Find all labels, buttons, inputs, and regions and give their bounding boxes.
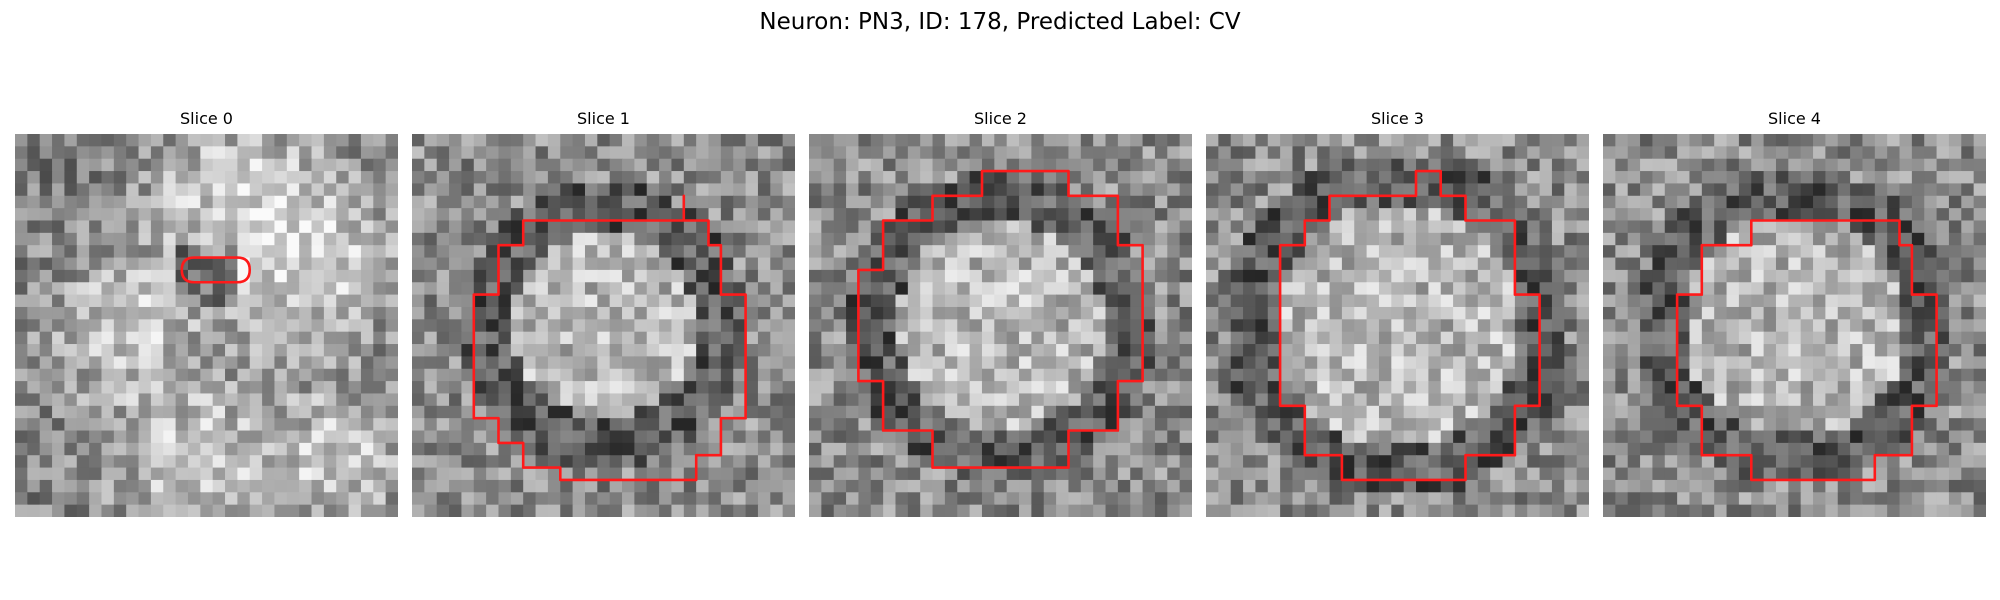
slice-title: Slice 2	[974, 109, 1027, 128]
segmentation-outline	[857, 169, 1144, 469]
slice-panel-2: Slice 2	[809, 108, 1192, 517]
slice-title: Slice 0	[180, 109, 233, 128]
slice-image	[15, 134, 398, 517]
pixel-grid	[15, 134, 398, 517]
segmentation-outline	[1278, 169, 1541, 482]
slice-title: Slice 4	[1768, 109, 1821, 128]
pixel-grid	[1603, 134, 1986, 517]
slice-image	[1206, 134, 1589, 517]
slice-title: Slice 1	[577, 109, 630, 128]
segmentation-outline	[1675, 219, 1938, 482]
slice-panel-3: Slice 3	[1206, 108, 1589, 517]
slice-title: Slice 3	[1371, 109, 1424, 128]
figure-title: Neuron: PN3, ID: 178, Predicted Label: C…	[759, 9, 1241, 35]
slice-image	[809, 134, 1192, 517]
slice-panel-4: Slice 4	[1603, 108, 1986, 517]
segmentation-outline	[180, 256, 252, 284]
slice-image	[412, 134, 795, 517]
slice-image	[1603, 134, 1986, 517]
slice-panel-0: Slice 0	[15, 108, 398, 517]
segmentation-outline	[472, 194, 747, 482]
slice-panel-1: Slice 1	[412, 108, 795, 517]
pixel-grid	[1206, 134, 1589, 517]
pixel-grid	[412, 134, 795, 517]
pixel-grid	[809, 134, 1192, 517]
